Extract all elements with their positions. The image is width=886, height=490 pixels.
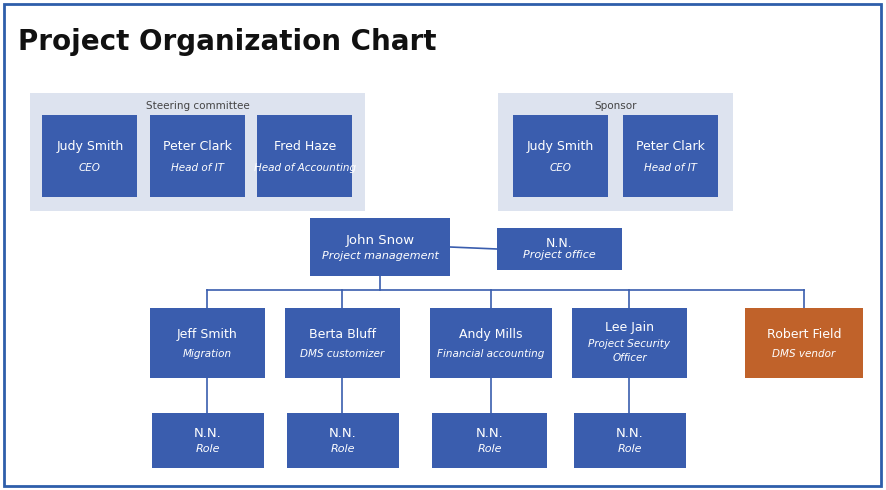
Text: DMS customizer: DMS customizer [300,348,385,359]
Text: John Snow: John Snow [346,234,415,246]
FancyBboxPatch shape [430,308,552,378]
Text: Role: Role [618,444,642,454]
FancyBboxPatch shape [43,115,137,197]
FancyBboxPatch shape [287,413,399,468]
Text: Peter Clark: Peter Clark [163,140,232,153]
Text: Role: Role [330,444,355,454]
FancyBboxPatch shape [310,218,450,276]
Text: N.N.: N.N. [546,238,573,250]
Text: Head of IT: Head of IT [171,163,224,173]
Text: Head of Accounting: Head of Accounting [254,163,356,173]
Text: Project Organization Chart: Project Organization Chart [18,28,437,56]
FancyBboxPatch shape [572,308,687,378]
Text: Project management: Project management [322,251,439,261]
Text: Judy Smith: Judy Smith [57,140,124,153]
Text: Role: Role [196,444,221,454]
FancyBboxPatch shape [574,413,686,468]
Text: Migration: Migration [183,348,232,359]
FancyBboxPatch shape [498,93,733,211]
Text: N.N.: N.N. [616,427,644,441]
FancyBboxPatch shape [30,93,365,211]
Text: Peter Clark: Peter Clark [636,140,705,153]
FancyBboxPatch shape [152,413,264,468]
Text: N.N.: N.N. [476,427,503,441]
Text: Berta Bluff: Berta Bluff [309,328,376,341]
FancyBboxPatch shape [150,308,265,378]
Text: Jeff Smith: Jeff Smith [177,328,237,341]
FancyBboxPatch shape [285,308,400,378]
FancyBboxPatch shape [258,115,353,197]
Text: DMS vendor: DMS vendor [773,348,835,359]
Text: Robert Field: Robert Field [766,328,841,341]
FancyBboxPatch shape [150,115,245,197]
Text: Judy Smith: Judy Smith [527,140,595,153]
Text: CEO: CEO [549,163,571,173]
Text: Lee Jain: Lee Jain [605,321,654,334]
Text: Steering committee: Steering committee [145,101,249,111]
Text: Financial accounting: Financial accounting [438,348,545,359]
Text: Sponsor: Sponsor [595,101,637,111]
FancyBboxPatch shape [513,115,608,197]
Text: CEO: CEO [79,163,101,173]
Text: Andy Mills: Andy Mills [459,328,523,341]
Text: Head of IT: Head of IT [644,163,697,173]
FancyBboxPatch shape [745,308,863,378]
Text: Role: Role [478,444,501,454]
Text: Project Security: Project Security [588,340,671,349]
Text: N.N.: N.N. [194,427,222,441]
FancyBboxPatch shape [432,413,547,468]
FancyBboxPatch shape [497,228,622,270]
FancyBboxPatch shape [623,115,718,197]
Text: N.N.: N.N. [329,427,357,441]
Text: Officer: Officer [612,353,647,364]
Text: Fred Haze: Fred Haze [274,140,336,153]
Text: Project office: Project office [523,250,596,260]
